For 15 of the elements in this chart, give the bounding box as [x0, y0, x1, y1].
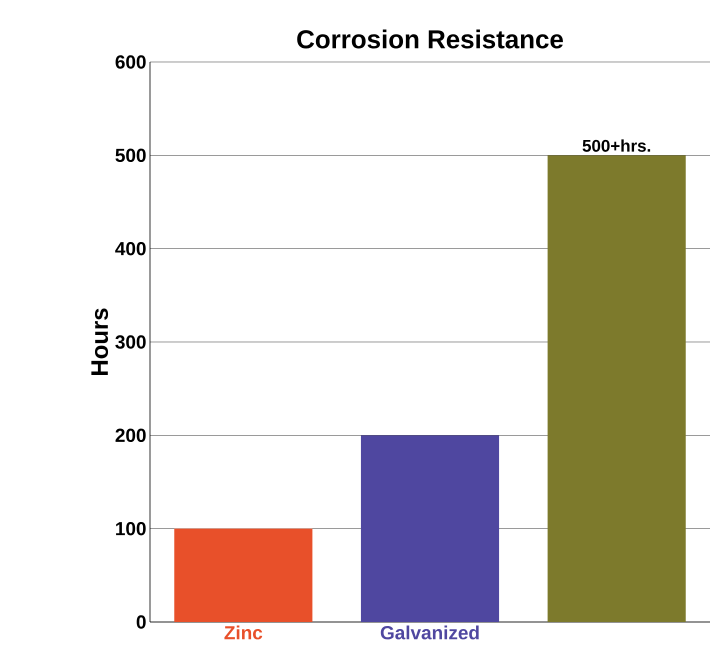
- bar: [174, 528, 312, 622]
- annotation: 500+hrs.: [582, 139, 650, 152]
- y-tick-label: 0: [136, 615, 146, 629]
- y-tick-label: 500: [115, 148, 146, 162]
- y-tick-label: 600: [116, 55, 146, 69]
- y-tick-label: 300: [115, 335, 146, 349]
- y-tick-label: 400: [115, 242, 146, 256]
- bar: [548, 155, 686, 622]
- y-axis-title: Hours: [91, 308, 108, 375]
- chart-title: Corrosion Resistance: [297, 29, 563, 48]
- x-tick-label: Galvanized: [380, 626, 479, 640]
- bar: [360, 435, 500, 622]
- y-tick-label: 100: [116, 522, 146, 536]
- y-tick-label: 200: [116, 428, 146, 442]
- x-tick-label: Zinc: [224, 626, 262, 640]
